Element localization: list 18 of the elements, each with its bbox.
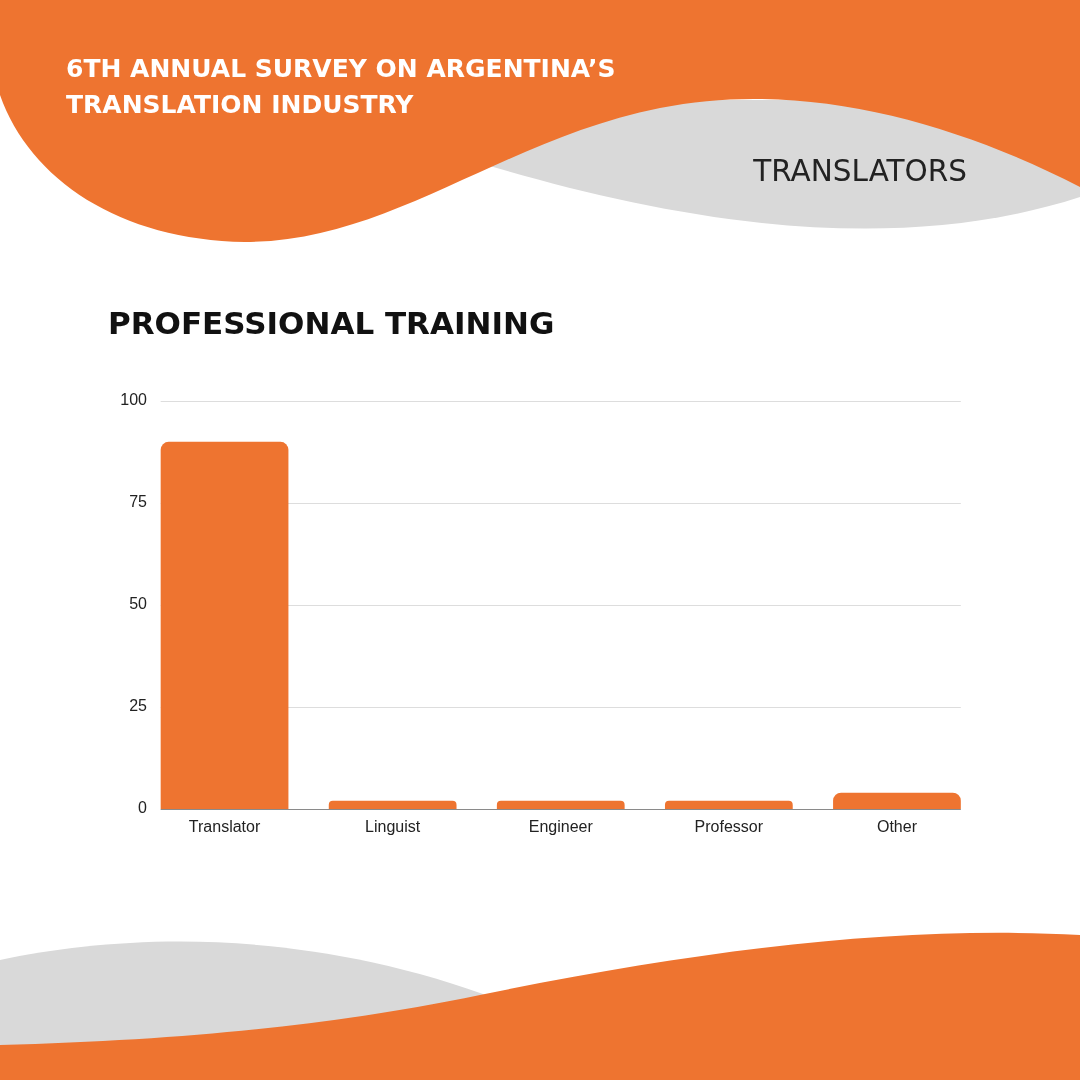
y-tick-label: 75 bbox=[129, 493, 148, 511]
x-tick-label: Translator bbox=[188, 818, 261, 836]
x-tick-label: Engineer bbox=[528, 818, 594, 836]
x-tick-label: Linguist bbox=[365, 818, 421, 836]
bar bbox=[160, 441, 289, 809]
x-tick-label: Other bbox=[876, 818, 918, 836]
text: 6TH ANNUAL SURVEY ON ARGENTINA’S TRANSLATION INDUSTRY bbox=[66, 53, 617, 121]
y-tick-label: 50 bbox=[129, 595, 148, 613]
bar bbox=[328, 800, 457, 809]
bar bbox=[833, 792, 961, 809]
y-tick-label: 0 bbox=[138, 799, 148, 817]
bar bbox=[664, 800, 793, 809]
bar bbox=[496, 800, 625, 809]
chart-title: PROFESSIONAL TRAINING bbox=[108, 304, 555, 342]
y-tick-label: 25 bbox=[129, 697, 148, 715]
x-tick-label: Professor bbox=[694, 818, 764, 836]
y-tick-label: 100 bbox=[120, 391, 148, 409]
chart-subtitle: TRANSLATORS bbox=[753, 154, 967, 188]
